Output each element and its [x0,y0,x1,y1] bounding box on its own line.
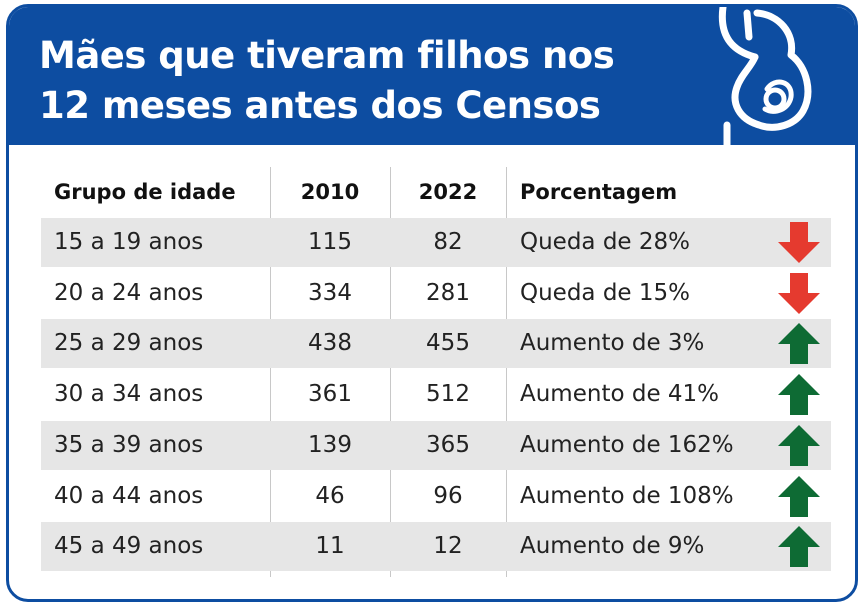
value-2022-cell: 281 [426,279,470,306]
header-2010: 2010 [300,180,360,204]
age-group-cell: 35 a 39 anos [54,431,204,458]
value-2022-cell: 455 [426,330,470,357]
value-2010-cell: 139 [308,431,352,458]
value-2010-cell: 115 [308,229,352,255]
value-2022-cell: 512 [426,381,470,408]
table-row: 35 a 39 anos 139 365 Aumento de 162% [41,420,831,470]
age-group-cell: 20 a 24 anos [54,279,204,306]
percentage-cell: Queda de 28% [520,229,691,255]
value-2022-cell: 82 [433,229,463,255]
table-row: 25 a 29 anos 438 455 Aumento de 3% [41,319,831,369]
table-row: 20 a 24 anos 334 281 Queda de 15% [41,269,831,318]
percentage-cell: Aumento de 41% [520,381,720,408]
arrow-down-icon [778,272,820,314]
value-2010-cell: 11 [315,533,345,560]
pregnant-woman-icon [718,7,812,147]
value-2022-cell: 12 [433,533,463,560]
percentage-cell: Queda de 15% [520,279,691,306]
percentage-cell: Aumento de 9% [520,533,705,560]
value-2010-cell: 438 [308,330,352,357]
arrow-up-icon [778,323,820,365]
value-2022-cell: 365 [426,431,470,458]
title-line-2: 12 meses antes dos Censos [39,84,601,127]
value-2010-cell: 334 [308,279,352,306]
value-2010-cell: 361 [308,381,352,408]
arrow-down-icon [778,222,820,263]
age-group-cell: 15 a 19 anos [54,229,204,255]
column-divider [506,167,507,577]
arrow-up-icon [778,424,820,466]
percentage-cell: Aumento de 108% [520,482,734,509]
header-2022: 2022 [418,180,478,204]
header-banner: Mães que tiveram filhos nos 12 meses ant… [9,7,855,147]
table-row: 40 a 44 anos 46 96 Aumento de 108% [41,472,831,521]
percentage-cell: Aumento de 162% [520,431,734,458]
header-grupo-de-idade: Grupo de idade [54,180,236,204]
table-header-row: Grupo de idade 2010 2022 Porcentagem [41,168,831,217]
header-porcentagem: Porcentagem [520,180,678,204]
arrow-up-icon [778,475,820,517]
page-title: Mães que tiveram filhos nos 12 meses ant… [39,31,679,131]
age-group-cell: 30 a 34 anos [54,381,204,408]
value-2010-cell: 46 [315,482,345,509]
age-group-cell: 40 a 44 anos [54,482,204,509]
arrow-up-icon [778,526,820,568]
value-2022-cell: 96 [433,482,463,509]
title-line-1: Mães que tiveram filhos nos [39,34,615,77]
percentage-cell: Aumento de 3% [520,330,705,357]
arrow-up-icon [778,374,820,416]
column-divider [270,167,271,577]
column-divider [390,167,391,577]
infographic-card: Mães que tiveram filhos nos 12 meses ant… [6,4,858,602]
table-row: 15 a 19 anos 115 82 Queda de 28% [41,218,831,267]
age-group-cell: 45 a 49 anos [54,533,204,560]
table-row: 45 a 49 anos 11 12 Aumento de 9% [41,522,831,572]
table-row: 30 a 34 anos 361 512 Aumento de 41% [41,370,831,419]
age-group-cell: 25 a 29 anos [54,330,204,357]
